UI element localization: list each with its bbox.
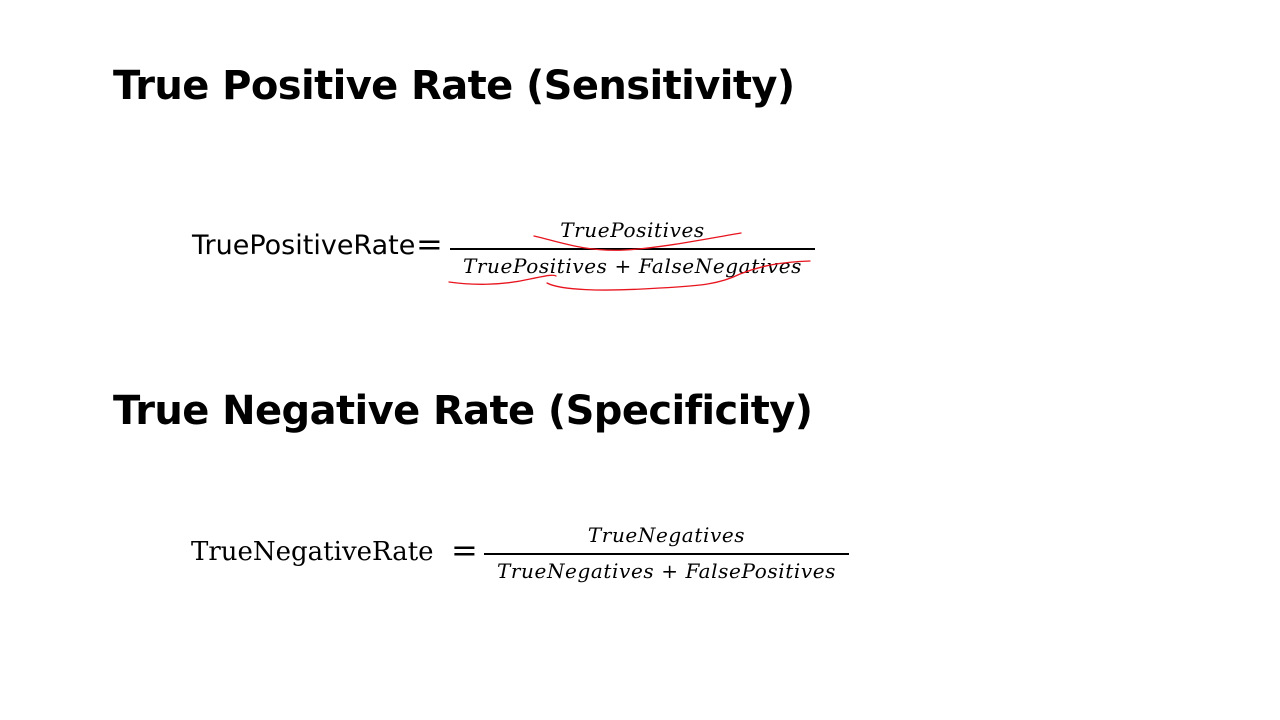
fraction-denominator: TruePositives + FalseNegatives: [462, 254, 803, 278]
heading-true-positive-rate: True Positive Rate (Sensitivity): [113, 63, 795, 109]
fraction: TrueNegatives TrueNegatives + FalsePosit…: [484, 523, 849, 587]
fraction-denominator: TrueNegatives + FalsePositives: [496, 559, 837, 583]
formula-lhs: TruePositiveRate: [192, 230, 416, 261]
fraction-bar: [450, 248, 815, 250]
heading-true-negative-rate: True Negative Rate (Specificity): [113, 388, 813, 434]
fraction: TruePositives TruePositives + FalseNegat…: [450, 218, 815, 282]
fraction-numerator: TrueNegatives: [587, 523, 746, 547]
equals-sign: =: [416, 225, 443, 263]
fraction-numerator: TruePositives: [560, 218, 705, 242]
formula-lhs: TrueNegativeRate: [191, 537, 434, 567]
fraction-bar: [484, 553, 849, 555]
equals-sign: =: [451, 531, 478, 569]
